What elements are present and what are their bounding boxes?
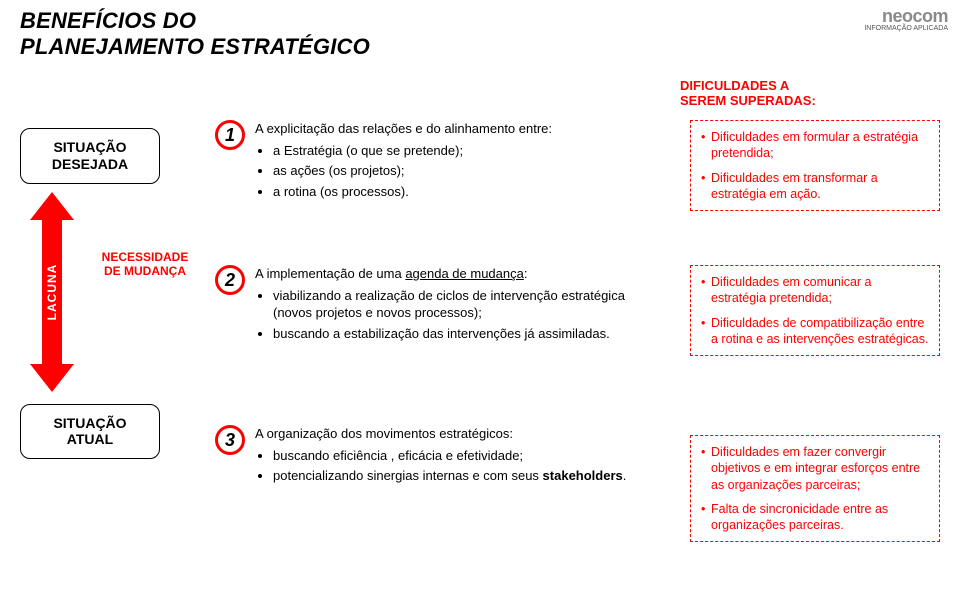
necessidade-line1: NECESSIDADE — [90, 250, 200, 264]
block-3-text: A organização dos movimentos estratégico… — [255, 425, 650, 488]
box-situacao-atual: SITUAÇÃO ATUAL — [20, 404, 160, 460]
difficulties-box-2: Dificuldades em comunicar a estratégia p… — [690, 265, 940, 356]
desejada-line1: SITUAÇÃO — [27, 139, 153, 156]
logo-sub: INFORMAÇÃO APLICADA — [864, 25, 948, 32]
diff-3-item: Dificuldades em fazer convergir objetivo… — [701, 444, 929, 493]
block-3-item: buscando eficiência , eficácia e efetivi… — [273, 447, 650, 465]
necessidade-label: NECESSIDADE DE MUDANÇA — [90, 250, 200, 279]
block-3-lead: A organização dos movimentos estratégico… — [255, 426, 513, 441]
slide-title: BENEFÍCIOS DO PLANEJAMENTO ESTRATÉGICO — [20, 8, 370, 61]
difficulties-header: DIFICULDADES A SEREM SUPERADAS: — [680, 78, 890, 108]
diff-header-line2: SEREM SUPERADAS: — [680, 93, 890, 108]
block-1-text: A explicitação das relações e do alinham… — [255, 120, 650, 203]
block-1-lead: A explicitação das relações e do alinham… — [255, 121, 552, 136]
block-2-lead-plain: A implementação de uma — [255, 266, 405, 281]
block-2-text: A implementação de uma agenda de mudança… — [255, 265, 650, 345]
block-1-item: a rotina (os processos). — [273, 183, 650, 201]
number-badge-1: 1 — [215, 120, 245, 150]
block-3-list: buscando eficiência , eficácia e efetivi… — [255, 447, 650, 485]
diff-1-item: Dificuldades em transformar a estratégia… — [701, 170, 929, 203]
block-2-lead-after: : — [524, 266, 528, 281]
box-situacao-desejada: SITUAÇÃO DESEJADA — [20, 128, 160, 184]
difficulties-box-1: Dificuldades em formular a estratégia pr… — [690, 120, 940, 211]
lacuna-label: LACUNA — [45, 264, 59, 321]
block-1-item: a Estratégia (o que se pretende); — [273, 142, 650, 160]
block-2-list: viabilizando a realização de ciclos de i… — [255, 287, 650, 343]
diff-2-item: Dificuldades em comunicar a estratégia p… — [701, 274, 929, 307]
block-2-lead: A implementação de uma agenda de mudança… — [255, 266, 527, 281]
atual-line1: SITUAÇÃO — [27, 415, 153, 432]
diff-2-item: Dificuldades de compatibilização entre a… — [701, 315, 929, 348]
necessidade-line2: DE MUDANÇA — [90, 264, 200, 278]
block-2-lead-under: agenda de mudança — [405, 266, 524, 281]
number-badge-3: 3 — [215, 425, 245, 455]
title-line2: PLANEJAMENTO ESTRATÉGICO — [20, 34, 370, 60]
diff-1-item: Dificuldades em formular a estratégia pr… — [701, 129, 929, 162]
block-1-list: a Estratégia (o que se pretende); as açõ… — [255, 142, 650, 201]
diff-header-line1: DIFICULDADES A — [680, 78, 890, 93]
block-2-item: buscando a estabilização das intervençõe… — [273, 325, 650, 343]
lacuna-arrow: LACUNA — [30, 192, 74, 392]
diff-3-item: Falta de sincronicidade entre as organiz… — [701, 501, 929, 534]
atual-line2: ATUAL — [27, 431, 153, 448]
left-column: SITUAÇÃO DESEJADA LACUNA NECESSIDADE DE … — [20, 128, 170, 459]
desejada-line2: DESEJADA — [27, 156, 153, 173]
difficulties-box-3: Dificuldades em fazer convergir objetivo… — [690, 435, 940, 542]
number-badge-2: 2 — [215, 265, 245, 295]
logo-name: neocom — [864, 6, 948, 27]
title-line1: BENEFÍCIOS DO — [20, 8, 370, 34]
block-3-item: potencializando sinergias internas e com… — [273, 468, 626, 483]
block-2-item: viabilizando a realização de ciclos de i… — [273, 287, 650, 322]
logo: neocom INFORMAÇÃO APLICADA — [864, 6, 948, 32]
slide: BENEFÍCIOS DO PLANEJAMENTO ESTRATÉGICO n… — [0, 0, 960, 599]
block-1-item: as ações (os projetos); — [273, 162, 650, 180]
